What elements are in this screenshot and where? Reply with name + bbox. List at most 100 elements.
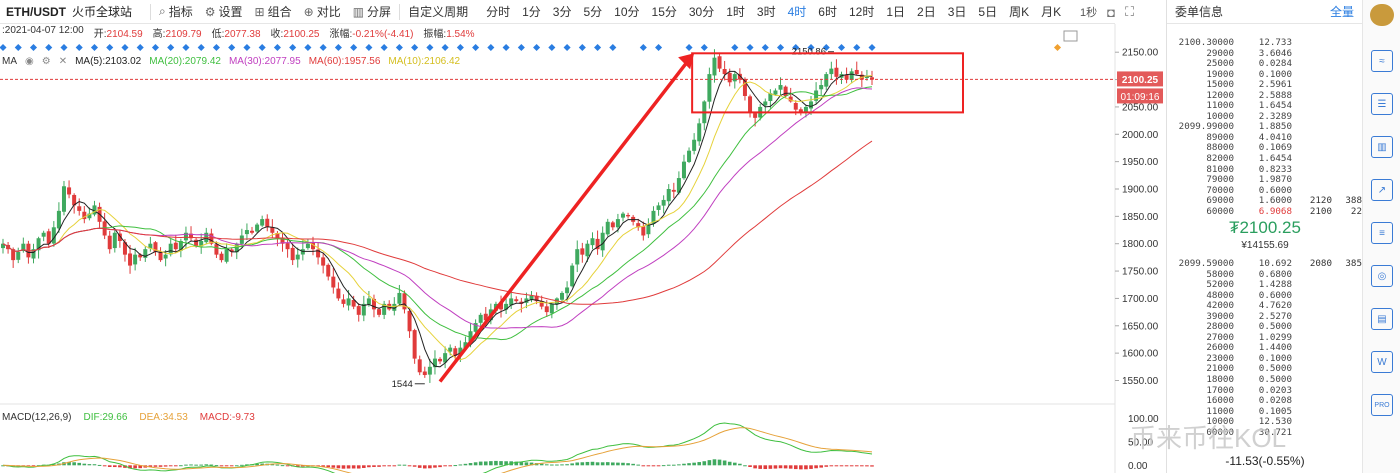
bids-extra (1292, 270, 1332, 281)
settings-button[interactable]: ⚙ 设置 (205, 3, 243, 20)
asks-row[interactable]: 25000 0.0284 (1167, 59, 1362, 70)
bids-row[interactable]: 52000 1.4288 (1167, 280, 1362, 291)
asks-row[interactable]: 82000 1.6454 (1167, 153, 1362, 165)
period-tab[interactable]: 6时 (818, 5, 837, 19)
indicator-button[interactable]: ⌕ 指标 (159, 3, 193, 20)
period-tab[interactable]: 10分 (614, 5, 640, 19)
bids-row[interactable]: 26000 1.4400 (1167, 343, 1362, 354)
asks-row[interactable]: 29000 3.6046 (1167, 48, 1362, 60)
bids-amount: 0.0208 (1258, 395, 1292, 407)
asks-row[interactable]: 15000 2.5961 (1167, 80, 1362, 91)
chart-area[interactable]: 2150.002100.002050.002000.001950.001900.… (0, 0, 1165, 473)
toolbar-right: 1秒 ◘ ⛶ (1080, 0, 1165, 24)
period-tab[interactable]: 5日 (978, 5, 998, 19)
bids-row[interactable]: 21000 0.5000 (1167, 364, 1362, 375)
pro-icon[interactable]: PRO (1371, 394, 1393, 416)
asks-row[interactable]: 10000 2.3289 (1167, 111, 1362, 123)
period-tab[interactable]: 1时 (726, 5, 745, 19)
asks-row[interactable]: 79000 1.9870 (1167, 175, 1362, 186)
period-tab[interactable]: 30分 (688, 5, 715, 19)
period-tab[interactable]: 3时 (756, 5, 776, 19)
macd-bar (712, 459, 717, 466)
asks-row[interactable]: 88000 0.1069 (1167, 143, 1362, 154)
bids-row[interactable]: 00000 30.721 (1167, 426, 1362, 439)
asks-extra (1292, 49, 1332, 60)
compare-button[interactable]: ⊕ 对比 (304, 3, 341, 20)
period-tab[interactable]: 12时 (848, 5, 875, 19)
period-tab[interactable]: 3分 (552, 5, 572, 19)
calc-icon[interactable]: ≡ (1371, 222, 1393, 244)
period-tab[interactable]: 周K (1009, 5, 1030, 19)
asks-row[interactable]: 19000 0.1000 (1167, 69, 1362, 81)
period-tab[interactable]: 3日 (947, 5, 967, 19)
ledger-icon[interactable]: ▤ (1371, 308, 1393, 330)
share-icon[interactable]: ↗ (1371, 179, 1393, 201)
compass-icon[interactable]: ◎ (1371, 265, 1393, 287)
bids-row[interactable]: 17000 0.0203 (1167, 385, 1362, 397)
macd-bar (656, 465, 661, 467)
bids-row[interactable]: 11000 0.1005 (1167, 406, 1362, 418)
period-tab[interactable]: 月K (1041, 5, 1062, 19)
macd-bar (565, 464, 569, 466)
asks-row[interactable]: 81000 0.8233 (1167, 164, 1362, 176)
bids-row[interactable]: 28000 0.5000 (1167, 322, 1362, 333)
period-tab[interactable]: 15分 (651, 5, 677, 19)
bids-row[interactable]: 23000 0.1000 (1167, 353, 1362, 365)
asks-row[interactable]: 11000 1.6454 (1167, 101, 1362, 112)
bids-row[interactable]: 58000 0.6800 (1167, 269, 1362, 281)
bids-row[interactable]: 42000 4.7620 (1167, 301, 1362, 312)
signal-diamond (334, 43, 342, 52)
avatar[interactable] (1370, 4, 1394, 26)
asks-row[interactable]: 89000 4.0410 (1167, 132, 1362, 144)
asks-row[interactable]: 69000 1.6000 2120 388 (1167, 196, 1362, 207)
signal-diamond (319, 43, 327, 52)
period-tab[interactable]: 1日 (886, 5, 906, 19)
bids-amount: 30.721 (1258, 426, 1292, 438)
candle-body (514, 299, 519, 302)
bids-row[interactable]: 2099.59000 10.692 2080 385 (1167, 258, 1362, 270)
period-tab[interactable]: 1分 (522, 5, 541, 19)
last-price-cny: ¥14155.69 (1241, 240, 1289, 251)
price-tick-label: 2150.00 (1122, 48, 1159, 59)
compare-icon: ⊕ (303, 4, 314, 19)
macd-bar (854, 465, 859, 467)
asks-row[interactable]: 2100.30000 12.733 (1167, 37, 1362, 49)
period-tab[interactable]: 分时 (486, 5, 511, 19)
candle-body (834, 67, 839, 77)
chart-icon[interactable]: ≈ (1371, 50, 1393, 72)
custom-period-button[interactable]: 自定义周期 (408, 5, 469, 19)
candle-body (290, 247, 295, 261)
close-icon[interactable]: ✕ (58, 55, 68, 67)
period-tab[interactable]: 2日 (917, 5, 936, 19)
asks-row[interactable]: 12000 2.5888 (1167, 90, 1362, 102)
asks-row[interactable]: 2099.99000 1.8850 (1167, 122, 1362, 133)
w-icon[interactable]: W (1371, 351, 1393, 373)
split-screen-button[interactable]: ▥ 分屏 (353, 3, 391, 20)
asks-extra (1292, 80, 1332, 91)
fullscreen-icon[interactable]: ⛶ (1124, 4, 1135, 19)
bids-row[interactable]: 10000 12.530 (1167, 417, 1362, 428)
bar-chart-icon[interactable]: ▥ (1371, 136, 1393, 158)
macd-bar (651, 465, 656, 467)
all-depth-link[interactable]: 全量 (1329, 5, 1354, 19)
period-tab[interactable]: 5分 (583, 5, 603, 19)
refresh-rate-label[interactable]: 1秒 (1080, 7, 1098, 19)
order-icon[interactable]: ☰ (1371, 93, 1393, 115)
symbol-label[interactable]: ETH/USDT (6, 4, 66, 19)
signal-diamond (685, 43, 693, 52)
gear-icon[interactable]: ⚙ (41, 55, 51, 67)
eye-icon[interactable]: ◉ (25, 55, 34, 67)
bids-row[interactable]: 16000 0.0208 (1167, 396, 1362, 407)
candle-body (458, 347, 463, 356)
asks-row[interactable]: 70000 0.6000 (1167, 185, 1362, 197)
exchange-label[interactable]: 火币全球站 (72, 5, 133, 19)
combo-button[interactable]: ⊞ 组合 (255, 3, 292, 20)
camera-icon[interactable]: ◘ (1107, 4, 1115, 20)
asks-row[interactable]: 60000 6.9068 2100 22 (1167, 206, 1362, 218)
bids-row[interactable]: 18000 0.5000 (1167, 374, 1362, 386)
macd-bar (738, 463, 742, 466)
period-tab[interactable]: 4时 (787, 5, 807, 19)
bids-row[interactable]: 27000 1.0299 (1167, 332, 1362, 344)
bids-row[interactable]: 39000 2.5270 (1167, 311, 1362, 323)
bids-row[interactable]: 48000 0.6000 (1167, 290, 1362, 302)
